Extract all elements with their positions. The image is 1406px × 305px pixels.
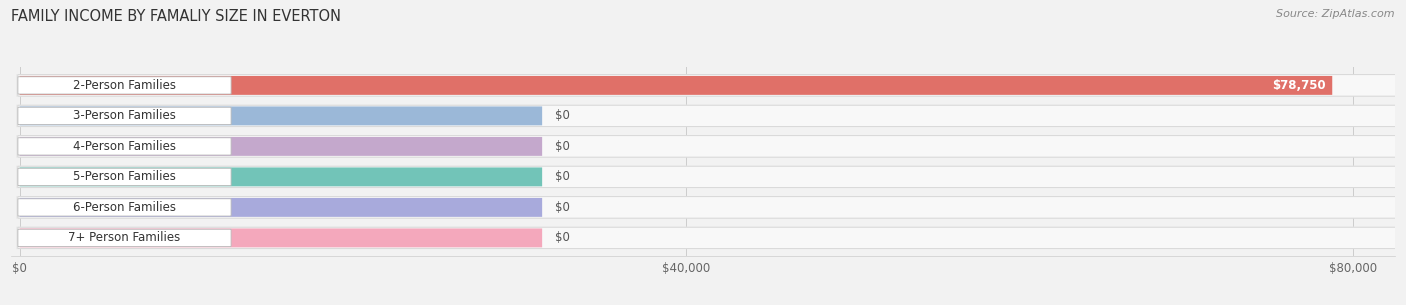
Text: 5-Person Families: 5-Person Families xyxy=(73,170,176,183)
FancyBboxPatch shape xyxy=(18,168,231,185)
Text: $0: $0 xyxy=(555,109,571,122)
FancyBboxPatch shape xyxy=(20,76,1333,95)
Text: $0: $0 xyxy=(555,231,571,244)
FancyBboxPatch shape xyxy=(20,106,543,125)
Text: $0: $0 xyxy=(555,170,571,183)
Text: Source: ZipAtlas.com: Source: ZipAtlas.com xyxy=(1277,9,1395,19)
Text: FAMILY INCOME BY FAMALIY SIZE IN EVERTON: FAMILY INCOME BY FAMALIY SIZE IN EVERTON xyxy=(11,9,342,24)
Text: $0: $0 xyxy=(555,201,571,214)
FancyBboxPatch shape xyxy=(18,136,1396,157)
FancyBboxPatch shape xyxy=(18,227,1396,249)
FancyBboxPatch shape xyxy=(17,135,1396,158)
FancyBboxPatch shape xyxy=(18,105,1396,127)
Text: 4-Person Families: 4-Person Families xyxy=(73,140,176,153)
FancyBboxPatch shape xyxy=(18,77,231,94)
Text: 6-Person Families: 6-Person Families xyxy=(73,201,176,214)
Text: 7+ Person Families: 7+ Person Families xyxy=(69,231,180,244)
FancyBboxPatch shape xyxy=(20,137,543,156)
FancyBboxPatch shape xyxy=(17,227,1396,249)
FancyBboxPatch shape xyxy=(17,166,1396,188)
Text: 2-Person Families: 2-Person Families xyxy=(73,79,176,92)
FancyBboxPatch shape xyxy=(18,229,231,246)
FancyBboxPatch shape xyxy=(18,138,231,155)
FancyBboxPatch shape xyxy=(18,166,1396,188)
FancyBboxPatch shape xyxy=(17,74,1396,97)
FancyBboxPatch shape xyxy=(17,196,1396,219)
FancyBboxPatch shape xyxy=(20,198,543,217)
Text: $78,750: $78,750 xyxy=(1272,79,1326,92)
FancyBboxPatch shape xyxy=(17,105,1396,127)
Text: 3-Person Families: 3-Person Families xyxy=(73,109,176,122)
FancyBboxPatch shape xyxy=(18,197,1396,218)
FancyBboxPatch shape xyxy=(20,167,543,186)
FancyBboxPatch shape xyxy=(20,228,543,247)
Text: $0: $0 xyxy=(555,140,571,153)
FancyBboxPatch shape xyxy=(18,75,1396,96)
FancyBboxPatch shape xyxy=(18,199,231,216)
FancyBboxPatch shape xyxy=(18,107,231,124)
